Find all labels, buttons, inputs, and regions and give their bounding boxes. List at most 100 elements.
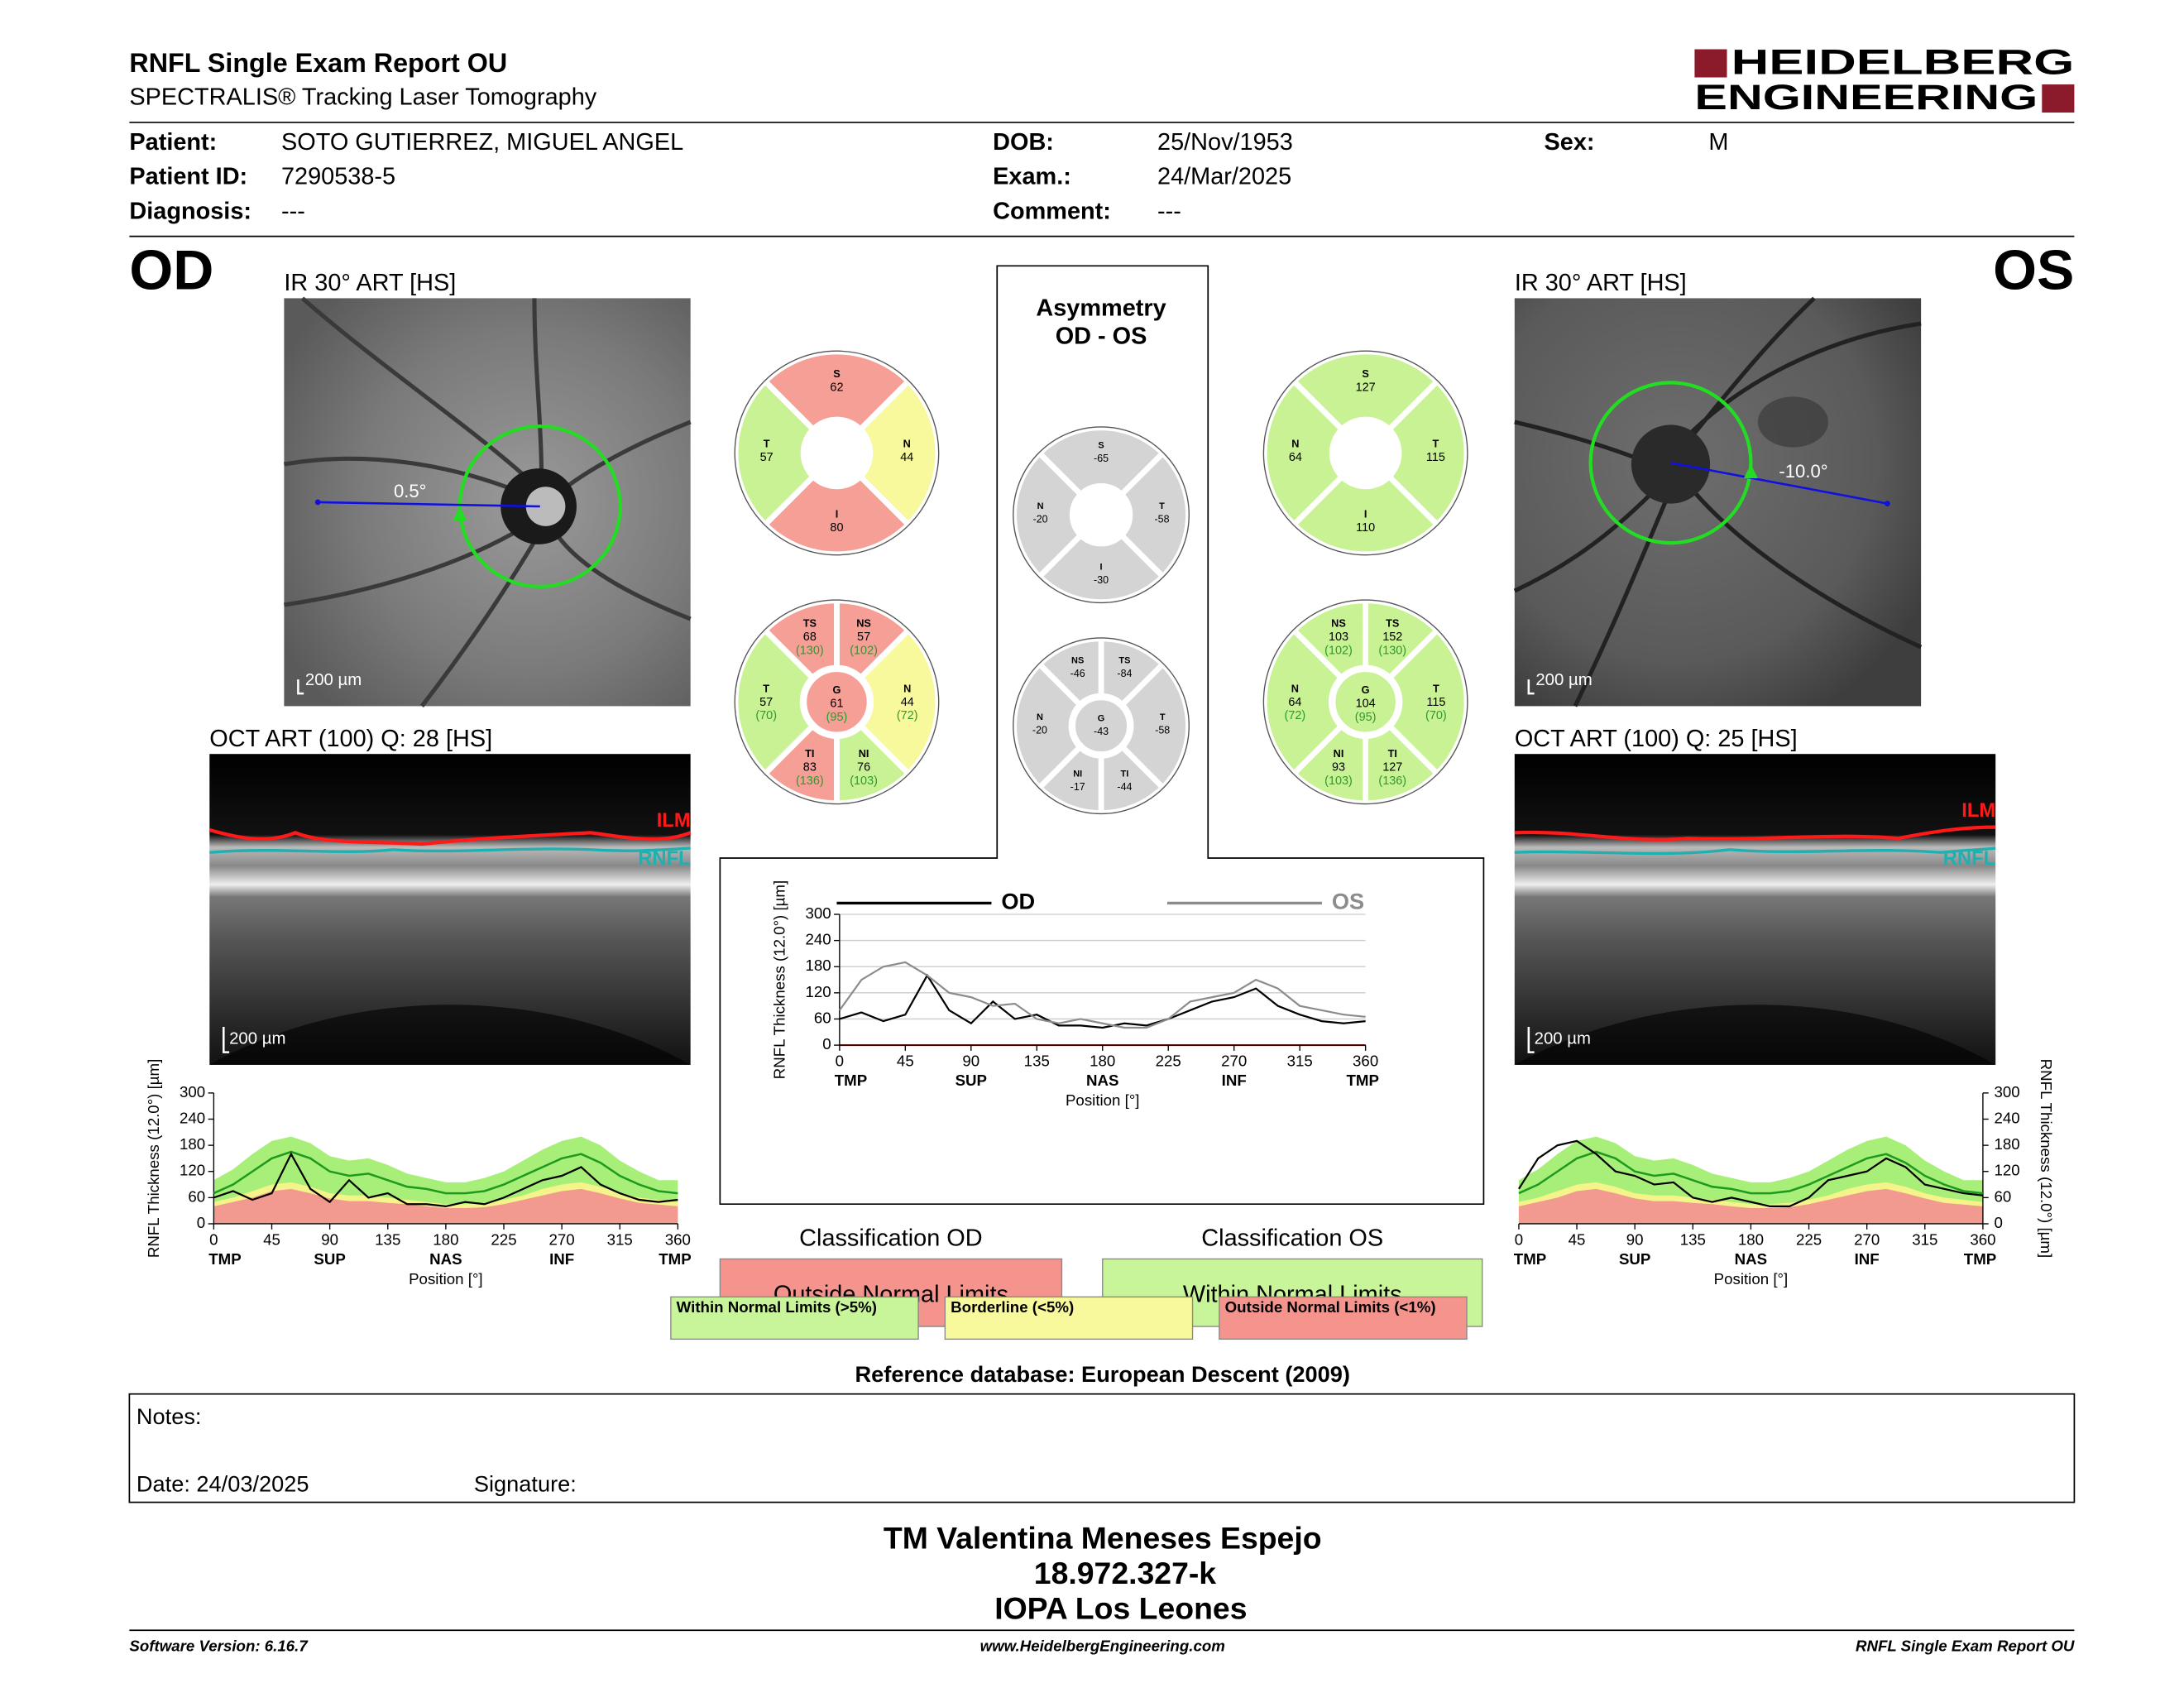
x-tick-label: 0 xyxy=(209,1230,218,1248)
field-label: Comment: xyxy=(993,198,1111,224)
signoff: 18.972.327-k xyxy=(1034,1556,1217,1590)
sector-ref: (130) xyxy=(796,644,824,657)
y-tick-label: 120 xyxy=(180,1162,205,1179)
os-oct xyxy=(1514,754,1996,1065)
sector-ref: (72) xyxy=(1285,709,1306,722)
image-title: IR 30° ART [HS] xyxy=(1515,270,1687,296)
sector-value: 103 xyxy=(1329,631,1348,644)
sector-value: 83 xyxy=(803,761,817,774)
y-tick-label: 240 xyxy=(180,1109,205,1126)
image-title: IR 30° ART [HS] xyxy=(284,270,456,296)
sector-label: S xyxy=(1362,367,1369,380)
global-sector xyxy=(1332,669,1399,735)
asymmetry-subtitle: OD - OS xyxy=(1056,324,1147,350)
global-sector xyxy=(803,669,870,735)
sector xyxy=(761,472,912,558)
x-tick-label: 135 xyxy=(1680,1230,1706,1248)
y-tick-label: 120 xyxy=(805,983,831,1000)
thickness-line xyxy=(839,973,1366,1029)
x-tick-label: 270 xyxy=(1221,1052,1247,1069)
sector-value: -58 xyxy=(1155,513,1170,525)
sector-value: 57 xyxy=(759,696,773,709)
x-axis-label: Position [°] xyxy=(1714,1270,1789,1288)
sector xyxy=(1035,531,1167,606)
x-tick-label: 0 xyxy=(1515,1230,1523,1248)
sector-ref: (70) xyxy=(755,709,777,722)
sector xyxy=(856,626,941,778)
layer-label: RNFL xyxy=(1943,847,1995,870)
sector-label: TI xyxy=(1388,747,1397,760)
sector xyxy=(761,597,840,682)
norm-mean xyxy=(1518,1150,1984,1195)
y-tick-label: 240 xyxy=(1995,1109,2020,1126)
x-tick-label: 45 xyxy=(1569,1230,1586,1248)
sector-label: TS xyxy=(803,617,817,630)
sector-value: -43 xyxy=(1094,726,1109,737)
asymmetry-frame xyxy=(719,265,1485,1206)
x-tick-label: 270 xyxy=(549,1230,575,1248)
reference: Reference database: European Descent (20… xyxy=(855,1361,1350,1387)
x-tick-label: 360 xyxy=(665,1230,691,1248)
x-tick-label: 315 xyxy=(1287,1052,1313,1069)
sector-value: -84 xyxy=(1117,668,1132,679)
field-label: DOB: xyxy=(993,129,1054,156)
sector xyxy=(1011,448,1085,581)
region-label: NAS xyxy=(1735,1250,1767,1268)
x-tick-label: 90 xyxy=(321,1230,338,1248)
sector-label: NI xyxy=(1073,769,1082,779)
legend-box xyxy=(670,1296,919,1340)
y-tick-label: 300 xyxy=(1995,1083,2020,1101)
sector xyxy=(761,348,912,434)
signoff: IOPA Los Leones xyxy=(994,1590,1247,1625)
sector xyxy=(1261,377,1346,529)
sector-label: S xyxy=(833,367,841,380)
sector-value: 57 xyxy=(760,451,774,464)
x-tick-label: 360 xyxy=(1970,1230,1995,1248)
region-label: INF xyxy=(1855,1250,1880,1268)
sector-label: T xyxy=(763,682,769,694)
sector-label: NI xyxy=(859,747,869,760)
classification-title: Classification OS xyxy=(1201,1225,1383,1251)
x-tick-label: 45 xyxy=(263,1230,280,1248)
ring-outline xyxy=(734,350,940,556)
x-tick-label: 225 xyxy=(1796,1230,1822,1248)
sector xyxy=(1035,635,1104,709)
angle-label: 0.5° xyxy=(394,481,427,501)
y-tick-label: 60 xyxy=(814,1009,831,1026)
field-label: Sex: xyxy=(1545,129,1595,156)
report-subtitle: SPECTRALIS® Tracking Laser Tomography xyxy=(129,84,596,111)
sector-ref: (103) xyxy=(1324,774,1353,788)
norm-band xyxy=(213,1188,678,1224)
x-tick-label: 315 xyxy=(607,1230,633,1248)
x-tick-label: 90 xyxy=(1626,1230,1644,1248)
region-label: NAS xyxy=(1086,1072,1118,1089)
region-label: INF xyxy=(549,1250,574,1268)
sector-label: N xyxy=(1037,712,1043,722)
sector-ref: (136) xyxy=(1378,774,1406,788)
sector xyxy=(1035,424,1167,499)
sector xyxy=(1385,377,1470,529)
sector-ref: (102) xyxy=(1324,644,1353,657)
sector-label: T xyxy=(1159,501,1165,511)
y-axis-label: RNFL Thickness (12.0°) [µm] xyxy=(145,1059,162,1258)
field-value: --- xyxy=(1157,198,1181,224)
sector-label: N xyxy=(903,438,911,450)
sector-value: 127 xyxy=(1356,381,1376,394)
sector-label: I xyxy=(1100,562,1103,572)
field-value: SOTO GUTIERREZ, MIGUEL ANGEL xyxy=(281,129,683,156)
sector-value: 64 xyxy=(1289,451,1302,464)
sector xyxy=(1290,472,1441,558)
sector-value: -20 xyxy=(1033,513,1048,525)
region-label: TMP xyxy=(659,1250,691,1268)
region-label: TMP xyxy=(1347,1072,1379,1089)
sector-value: 62 xyxy=(830,381,843,394)
y-axis-label: RNFL Thickness (12.0°) [µm] xyxy=(770,880,788,1079)
x-tick-label: 360 xyxy=(1353,1052,1378,1069)
sector xyxy=(1261,626,1346,778)
y-tick-label: 180 xyxy=(180,1135,205,1153)
field-label: Diagnosis: xyxy=(129,198,251,224)
os-fundus xyxy=(1513,296,1923,707)
legend-text: Outside Normal Limits (<1%) xyxy=(1225,1298,1436,1316)
norm-mean xyxy=(213,1150,678,1195)
